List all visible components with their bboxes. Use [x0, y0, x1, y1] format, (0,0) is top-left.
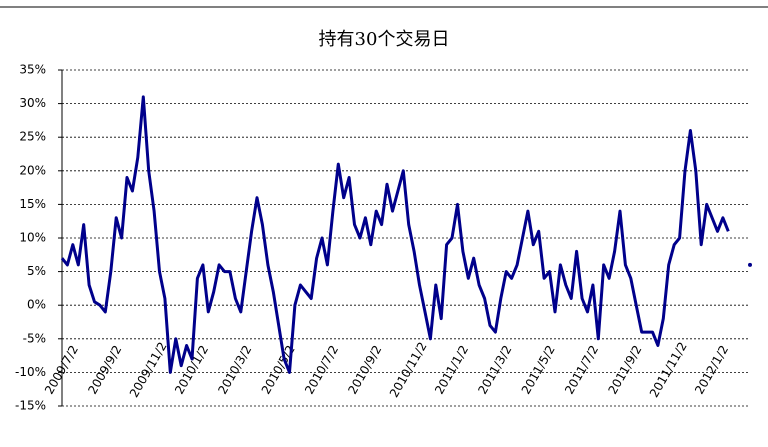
y-tick-label: 5%: [27, 264, 46, 278]
line: [60, 95, 730, 374]
x-tick-label: 2011/1/2: [432, 343, 471, 397]
x-tick-label: 2010/9/2: [345, 343, 384, 397]
y-tick-label: -5%: [23, 331, 46, 345]
x-tick-label: 2011/5/2: [519, 343, 558, 397]
x-tick-label: 2011/3/2: [475, 343, 514, 397]
y-tick-label: -10%: [15, 365, 46, 379]
x-tick-label: 2009/11/2: [127, 340, 170, 400]
x-tick-label: 2012/1/2: [692, 343, 731, 397]
x-tick-label: 2010/7/2: [302, 343, 341, 397]
y-tick-label: 35%: [19, 63, 46, 77]
y-tick-label: 0%: [27, 298, 46, 312]
y-tick-label: 20%: [19, 163, 46, 177]
line-point: [748, 262, 752, 267]
y-tick-label: 10%: [19, 231, 46, 245]
x-tick-label: 2011/7/2: [562, 343, 601, 397]
x-tick-label: 2010/11/2: [387, 340, 430, 400]
y-tick-label: 15%: [19, 197, 46, 211]
y-tick-label: 30%: [19, 96, 46, 110]
x-tick-label: 2011/11/2: [647, 340, 690, 400]
x-tick-label: 2009/9/2: [85, 343, 124, 397]
x-tick-label: 2010/3/2: [215, 343, 254, 397]
x-tick-label: 2011/9/2: [605, 343, 644, 397]
y-tick-label: -15%: [15, 399, 46, 413]
chart-title: 持有30个交易日: [319, 29, 450, 50]
y-tick-label: 25%: [19, 130, 46, 144]
